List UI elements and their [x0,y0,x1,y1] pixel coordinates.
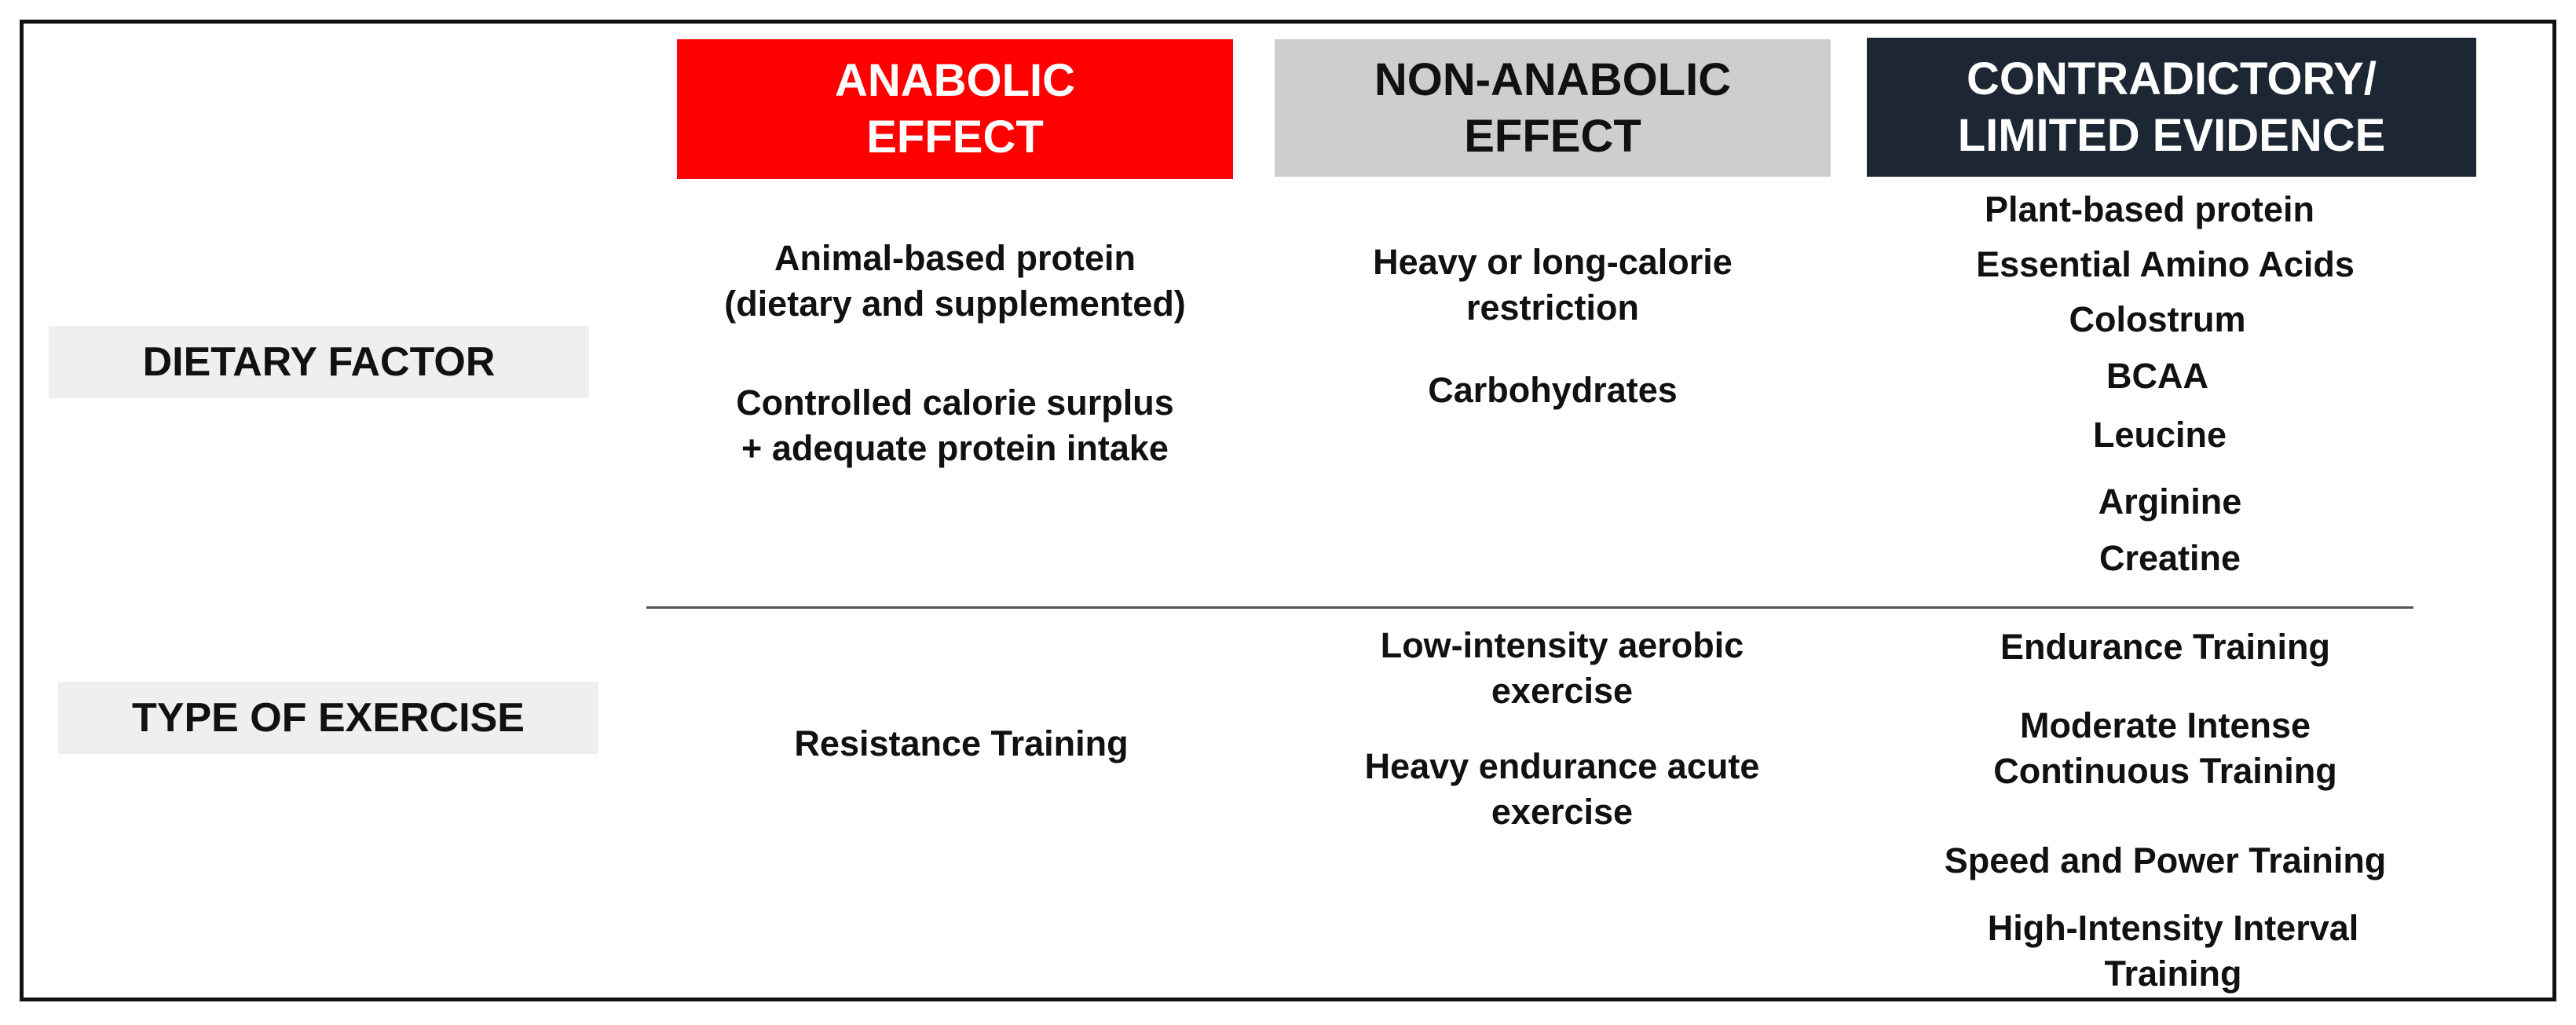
diet-non-anabolic-item: Carbohydrates [1428,370,1678,410]
figure-frame [20,20,2556,1001]
header-contradictory-evidence: CONTRADICTORY/ LIMITED EVIDENCE [1867,38,2476,177]
row-label-type-of-exercise: TYPE OF EXERCISE [58,682,598,754]
diet-contradictory-item: Leucine [2092,415,2227,455]
header-non-anabolic-effect: NON-ANABOLIC EFFECT [1275,39,1831,177]
exercise-contradictory-item: Speed and Power Training [1944,840,2387,880]
header-contradictory-label: CONTRADICTORY/ LIMITED EVIDENCE [1957,53,2386,161]
row-label-exercise-text: TYPE OF EXERCISE [132,695,525,741]
row-label-dietary-text: DIETARY FACTOR [142,339,496,385]
diet-contradictory-item: Plant-based protein [1984,189,2315,229]
diet-contradictory-item: BCAA [2106,356,2208,396]
exercise-contradictory-item: Endurance Training [2000,627,2331,667]
diet-anabolic-item: Controlled calorie surplus + adequate pr… [736,383,1174,468]
exercise-non-anabolic-item: Heavy endurance acute exercise [1364,746,1760,832]
exercise-contradictory-item: Moderate Intense Continuous Training [1993,705,2337,791]
header-anabolic-effect: ANABOLIC EFFECT [677,39,1233,179]
row-divider [646,606,2413,609]
exercise-anabolic-item: Resistance Training [794,723,1129,763]
exercise-non-anabolic-item: Low-intensity aerobic exercise [1380,625,1744,711]
exercise-contradictory-item: High-Intensity Interval Training [1987,908,2359,994]
diet-anabolic-item: Animal-based protein (dietary and supple… [724,238,1186,324]
diet-contradictory-item: Creatine [2098,538,2241,578]
diet-contradictory-item: Arginine [2098,481,2242,522]
row-label-dietary-factor: DIETARY FACTOR [49,326,589,398]
diet-contradictory-item: Colostrum [2069,299,2246,339]
diet-contradictory-item: Essential Amino Acids [1976,244,2355,284]
header-non-anabolic-label: NON-ANABOLIC EFFECT [1374,53,1732,162]
header-anabolic-label: ANABOLIC EFFECT [834,55,1076,163]
diet-non-anabolic-item: Heavy or long-calorie restriction [1373,242,1733,328]
